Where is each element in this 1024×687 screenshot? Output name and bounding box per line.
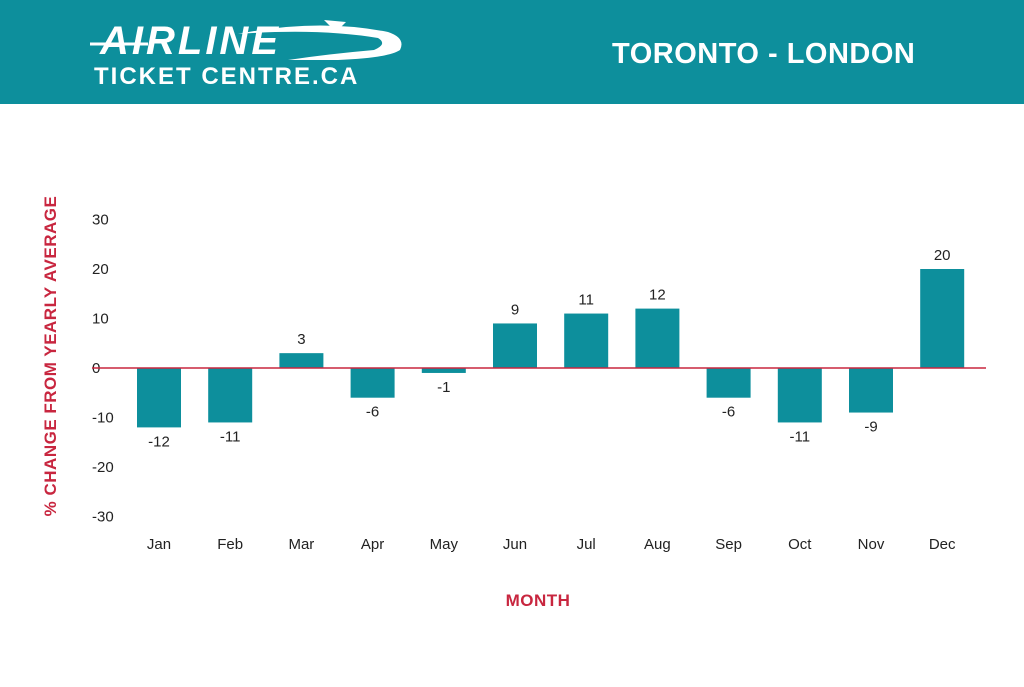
x-tick-sep: Sep — [715, 536, 742, 553]
bar-mar — [279, 353, 324, 368]
data-label-jun: 9 — [511, 301, 519, 318]
y-axis-title: % CHANGE FROM YEARLY AVERAGE — [41, 196, 60, 517]
x-tick-jun: Jun — [503, 536, 527, 553]
plane-swoosh-icon — [238, 25, 402, 60]
data-label-dec: 20 — [934, 247, 951, 264]
brand-line2: TICKET CENTRE.CA — [94, 63, 359, 90]
x-tick-may: May — [430, 536, 459, 553]
data-label-jul: 11 — [578, 292, 594, 309]
x-tick-mar: Mar — [288, 536, 314, 553]
brand-logo: AIRLINE TICKET CENTRE.CA — [90, 19, 402, 90]
brand-line1: AIRLINE — [99, 19, 281, 63]
bar-oct — [777, 368, 822, 423]
data-label-nov: -9 — [864, 419, 877, 436]
y-tick-label: 30 — [92, 212, 109, 229]
data-label-sep: -6 — [722, 404, 735, 421]
bar-sep — [706, 368, 751, 398]
x-tick-apr: Apr — [361, 536, 384, 553]
data-label-aug: 12 — [649, 287, 666, 304]
x-tick-nov: Nov — [858, 536, 885, 553]
y-axis-ticks: 3020100-10-20-30 — [92, 212, 114, 526]
data-label-mar: 3 — [297, 331, 305, 348]
x-tick-oct: Oct — [788, 536, 812, 553]
bar-feb — [208, 368, 253, 423]
x-tick-aug: Aug — [644, 536, 671, 553]
x-tick-dec: Dec — [929, 536, 956, 553]
bar-apr — [350, 368, 395, 398]
route-title: TORONTO - LONDON — [612, 38, 916, 70]
bar-jan — [137, 368, 181, 428]
bar-jul — [564, 313, 609, 368]
x-tick-jan: Jan — [147, 536, 171, 553]
data-label-jan: -12 — [148, 433, 170, 450]
y-tick-label: -10 — [92, 410, 114, 427]
x-tick-jul: Jul — [577, 536, 596, 553]
bar-nov — [849, 368, 893, 413]
x-tick-feb: Feb — [217, 536, 243, 553]
x-axis-title: MONTH — [506, 591, 571, 610]
data-labels-group: -12 -11 3 -6 -1 9 11 12 -6 -11 -9 20 — [148, 247, 950, 450]
y-tick-label: -20 — [92, 459, 114, 476]
y-tick-label: 20 — [92, 261, 109, 278]
bar-chart: 3020100-10-20-30 -12-113-6-191112-6-11-9… — [41, 196, 986, 610]
bar-may — [421, 368, 466, 373]
data-label-oct: -11 — [790, 428, 811, 445]
bar-dec — [920, 269, 965, 368]
data-label-may: -1 — [437, 379, 450, 396]
y-tick-label: -30 — [92, 509, 114, 526]
plane-tail-icon — [324, 20, 346, 32]
bars-group — [137, 269, 965, 428]
header-banner: AIRLINE TICKET CENTRE.CA TORONTO - LONDO… — [0, 0, 1024, 104]
bar-jun — [493, 323, 537, 368]
bar-aug — [635, 308, 680, 368]
x-axis-ticks: Jan Feb Mar Apr May Jun Jul Aug Sep Oct Nov Dec — [147, 536, 956, 553]
y-tick-label: 10 — [92, 311, 109, 328]
data-label-apr: -6 — [366, 404, 379, 421]
data-label-feb: -11 — [220, 428, 241, 445]
